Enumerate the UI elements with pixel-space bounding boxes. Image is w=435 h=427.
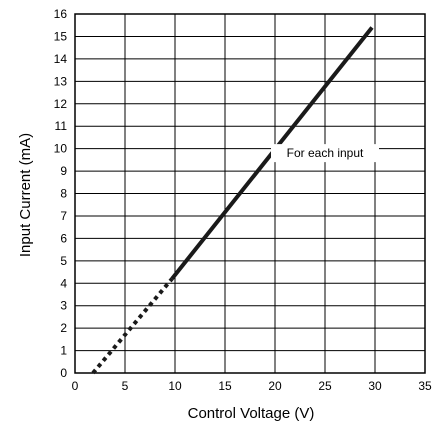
x-axis-title: Control Voltage (V) — [188, 405, 315, 422]
data-series — [91, 26, 374, 375]
annotation-label: For each input — [287, 146, 364, 160]
y-tick-label: 0 — [60, 366, 67, 380]
y-tick-label: 10 — [54, 142, 68, 156]
y-tick-label: 1 — [60, 344, 67, 358]
y-tick-label: 16 — [54, 7, 68, 21]
annotation-background — [271, 144, 379, 163]
y-tick-label: 13 — [54, 74, 68, 88]
y-tick-label: 6 — [60, 231, 67, 245]
y-tick-label: 11 — [55, 119, 68, 133]
x-tick-label: 30 — [368, 379, 382, 393]
y-tick-label: 12 — [54, 97, 68, 111]
y-tick-label: 7 — [60, 209, 67, 223]
y-tick-label: 8 — [60, 187, 67, 201]
series-line-dotted — [91, 277, 174, 375]
x-tick-label: 10 — [168, 379, 182, 393]
y-tick-label: 15 — [54, 29, 68, 43]
y-tick-label: 9 — [60, 164, 67, 178]
y-tick-label: 3 — [60, 299, 67, 313]
x-tick-label: 5 — [122, 379, 129, 393]
y-axis-title: Input Current (mA) — [17, 133, 34, 257]
x-tick-label: 20 — [268, 379, 282, 393]
y-tick-label: 5 — [60, 254, 67, 268]
x-tick-label: 25 — [318, 379, 332, 393]
annotations: For each input — [271, 144, 379, 163]
plot-frame — [74, 13, 426, 374]
y-tick-label: 14 — [54, 52, 68, 66]
x-tick-label: 15 — [218, 379, 232, 393]
grid — [74, 13, 426, 374]
y-tick-label: 4 — [60, 276, 67, 290]
x-tick-label: 0 — [72, 379, 79, 393]
y-tick-label: 2 — [60, 321, 67, 335]
x-tick-labels: 0 5 10 15 20 25 30 35 — [72, 379, 432, 393]
x-tick-label: 35 — [418, 379, 432, 393]
